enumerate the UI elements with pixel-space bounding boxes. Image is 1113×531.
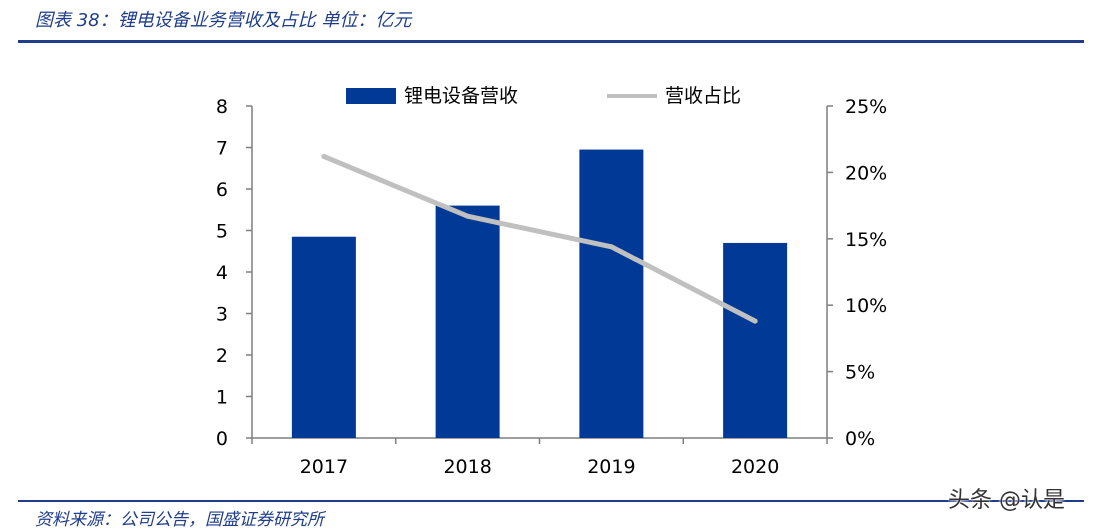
right-tick-label: 15%: [845, 229, 887, 251]
legend-bar-swatch: [346, 88, 396, 104]
left-tick-label: 4: [216, 262, 228, 284]
chart-legend: 锂电设备营收 营收占比: [346, 85, 741, 107]
left-tick-label: 0: [216, 428, 228, 450]
legend-bar-label: 锂电设备营收: [404, 85, 518, 107]
share-line: [321, 153, 758, 324]
x-tick-label: 2018: [443, 456, 491, 478]
share-point-2019: [608, 244, 614, 250]
bar-2017: [291, 236, 356, 438]
left-axis-ticks: 0 1 2 3 4 5 6 7 8: [216, 96, 252, 450]
x-tick-label: 2020: [731, 456, 779, 478]
share-point-2017: [321, 153, 327, 159]
source-divider: [18, 500, 1084, 502]
right-tick-label: 10%: [845, 295, 887, 317]
bar-2020: [723, 242, 788, 438]
right-tick-label: 25%: [845, 96, 887, 118]
left-tick-label: 7: [216, 138, 228, 160]
left-tick-label: 2: [216, 345, 228, 367]
bar-2018: [435, 205, 500, 438]
left-tick-label: 5: [216, 221, 228, 243]
line-series: [321, 153, 758, 324]
watermark-text: 头条 @认是: [948, 488, 1065, 513]
source-note: 资料来源：公司公告，国盛证券研究所: [35, 510, 324, 530]
bar-series: [291, 149, 788, 438]
right-axis-ticks: 0% 5% 10% 15% 20% 25%: [827, 96, 887, 450]
x-tick-label: 2017: [300, 456, 348, 478]
left-tick-label: 1: [216, 387, 228, 409]
x-tick-label: 2019: [587, 456, 635, 478]
right-tick-label: 20%: [845, 162, 887, 184]
title-divider: [18, 40, 1084, 43]
left-tick-label: 8: [216, 96, 228, 118]
right-tick-label: 0%: [845, 428, 875, 450]
figure-title: 图表 38：锂电设备业务营收及占比 单位：亿元: [35, 10, 412, 31]
bar-2019: [579, 149, 644, 438]
left-tick-label: 3: [216, 304, 228, 326]
right-tick-label: 5%: [845, 362, 875, 384]
left-tick-label: 6: [216, 179, 228, 201]
x-axis-ticks: 2017 2018 2019 2020: [251, 438, 828, 478]
share-point-2018: [465, 213, 471, 219]
share-point-2020: [752, 318, 758, 324]
legend-line-label: 营收占比: [665, 85, 741, 107]
